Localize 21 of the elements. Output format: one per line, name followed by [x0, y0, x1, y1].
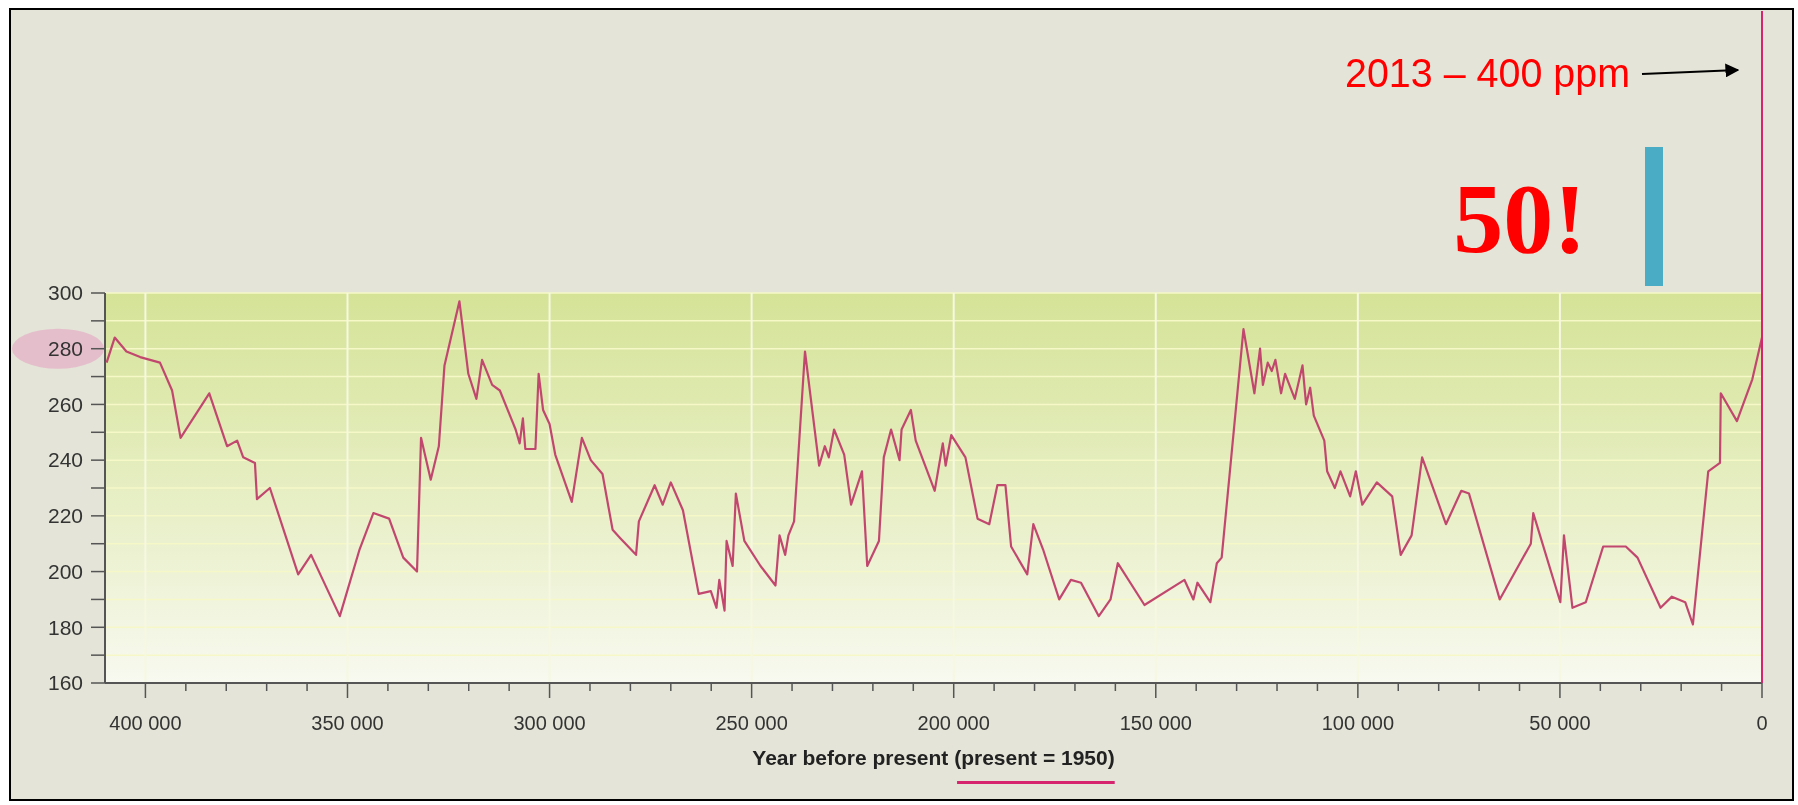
x-tick-label: 200 000: [917, 712, 990, 734]
y-tick-label: 300: [47, 281, 83, 305]
text: 50!: [1453, 163, 1587, 274]
x-axis-title: Year before present (present = 1950): [752, 746, 1115, 769]
x-tick-label: 250 000: [715, 712, 788, 734]
text: 2013 – 400 ppm: [1345, 51, 1635, 95]
y-tick-label: 200: [47, 559, 83, 583]
x-tick-label: 400 000: [109, 712, 182, 734]
x-tick-label: 300 000: [513, 712, 586, 734]
x-tick-label: 350 000: [311, 712, 384, 734]
y-tick-label: 160: [47, 671, 83, 695]
y-tick-label: 180: [47, 615, 83, 639]
y-tick-label: 280: [47, 337, 83, 361]
x-tick-label: 150 000: [1119, 712, 1192, 734]
x-tick-label: 0: [1756, 712, 1768, 734]
y-tick-label: 220: [47, 504, 83, 528]
x-tick-label: 50 000: [1529, 712, 1591, 734]
line-series: [105, 300, 1764, 626]
x-tick-label: 100 000: [1321, 712, 1394, 734]
y-tick-label: 240: [47, 448, 83, 472]
y-tick-label: 260: [47, 392, 83, 416]
